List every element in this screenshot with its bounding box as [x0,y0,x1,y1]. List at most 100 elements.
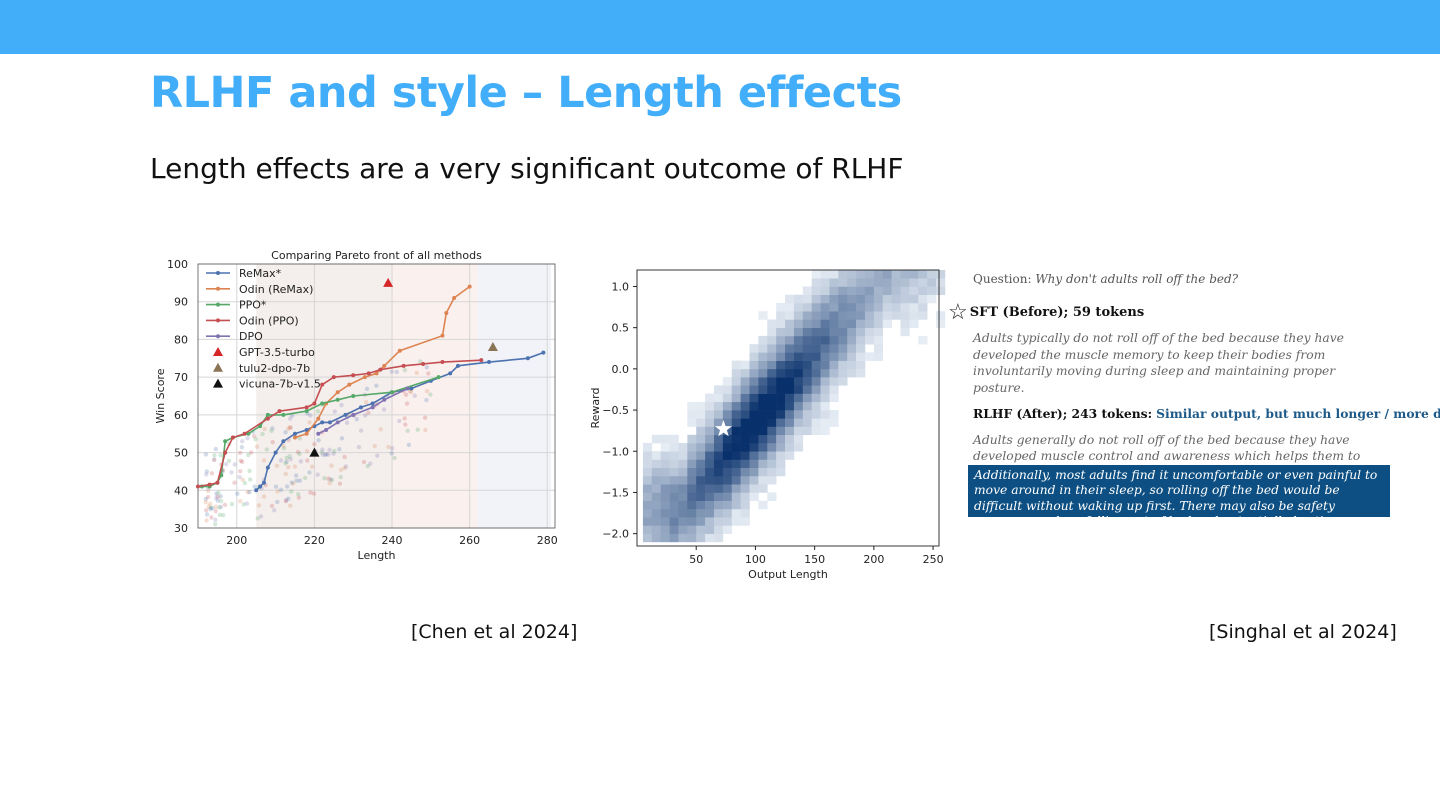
density-cell [820,335,830,345]
density-cell [776,302,786,312]
density-cell [900,319,910,328]
series-point [223,450,228,455]
series-point [304,409,309,414]
density-cell [793,335,804,345]
series-point [479,358,484,363]
density-cell [856,368,866,378]
density-cell [731,443,741,452]
density-cell [758,393,768,403]
density-cell [731,492,741,501]
density-cell [856,319,866,328]
series-point [343,412,348,417]
background-point [332,448,337,454]
density-cell [713,459,724,469]
marker-triangle [383,277,394,287]
background-point [253,436,258,442]
density-cell [900,278,910,287]
background-point [339,436,345,441]
density-cell [864,319,875,328]
series-point [397,348,402,353]
background-point [337,481,343,486]
series-point [281,412,286,417]
density-cell [705,467,715,477]
density-cell [793,294,804,304]
series-line [294,285,471,439]
series-point [196,484,200,489]
density-cell [731,484,741,493]
series-point [382,397,387,402]
density-cell [669,467,679,477]
y-tick-label: 90 [174,296,188,309]
background-point [283,461,288,466]
density-cell [873,311,884,320]
y-tick-label: −0.5 [602,404,629,417]
density-cell [749,368,759,378]
density-cell [864,302,875,312]
background-point [293,473,299,478]
density-cell [802,311,812,320]
density-cell [891,270,901,279]
density-cell [856,352,866,361]
density-cell [820,302,830,312]
background-point [402,416,407,421]
background-point [215,494,221,499]
density-cell [873,286,884,296]
density-cell [838,368,848,378]
density-cell [785,319,795,328]
density-cell [847,278,857,287]
background-point [204,518,209,523]
density-cell [811,410,821,419]
density-cell [838,377,848,386]
background-point [206,504,211,509]
density-cell [820,426,830,436]
background-point [307,470,312,475]
density-cell [767,401,777,411]
series-point [401,363,406,368]
background-point [286,464,291,470]
density-cell [651,459,661,469]
density-cell [864,335,875,345]
background-point [203,496,208,502]
y-tick-label: 0.5 [612,322,630,335]
density-cell [767,377,777,386]
background-point [320,452,326,457]
density-cell [740,368,750,378]
density-cell [802,393,812,403]
density-cell [802,385,812,394]
density-cell [705,484,715,493]
background-point [208,501,213,507]
density-cell [873,319,884,328]
density-cell [642,459,653,469]
background-point [386,444,391,450]
density-cell [696,443,706,452]
background-point [290,481,296,486]
density-cell [722,434,733,444]
density-cell [767,451,777,460]
density-cell [856,360,866,370]
density-cell [873,278,884,287]
density-cell [811,302,821,312]
density-cell [802,352,812,361]
density-cell [776,377,786,386]
series-point [335,420,340,425]
density-cell [856,327,866,337]
background-point [275,489,280,494]
density-cell [802,344,812,353]
density-cell [678,508,688,518]
density-cell [722,500,733,510]
background-point [247,477,253,482]
rlhf-highlight-box: Additionally, most adults find it uncomf… [968,465,1390,517]
density-cell [731,451,741,460]
background-point [327,481,332,486]
density-cell [802,286,812,296]
density-cell [722,484,733,493]
density-cell [722,410,733,419]
background-point [344,420,350,425]
density-cell [909,302,919,312]
density-cell [678,517,688,526]
background-point [283,499,289,504]
density-cell [687,434,697,444]
density-cell [678,500,688,510]
density-cell [642,484,653,493]
density-cell [722,385,733,394]
